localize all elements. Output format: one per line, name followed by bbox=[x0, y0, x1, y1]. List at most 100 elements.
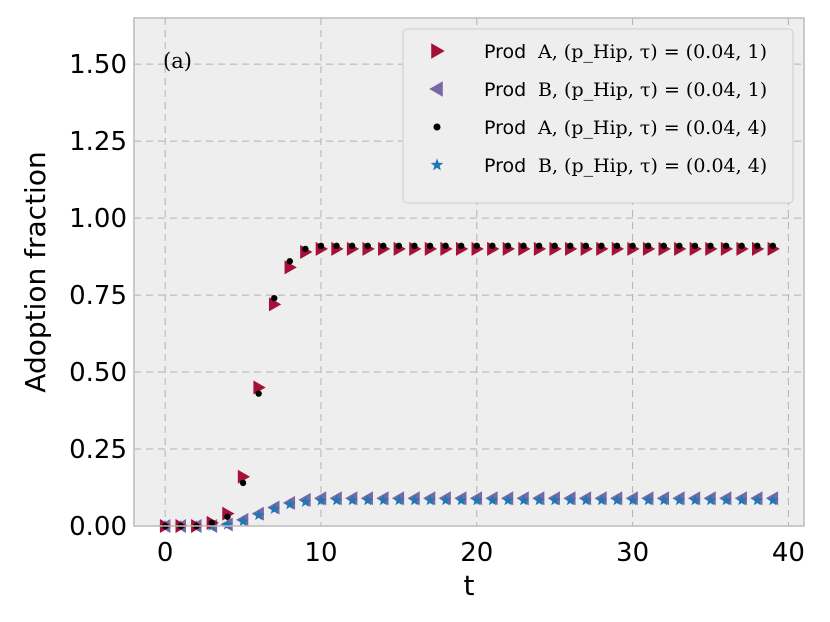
data-point bbox=[237, 469, 251, 484]
data-point bbox=[317, 242, 325, 250]
data-point bbox=[626, 494, 639, 506]
legend-label: B, (p_Hip, τ) = (0.04, 1) bbox=[538, 79, 767, 101]
legend-marker bbox=[433, 123, 441, 131]
data-points bbox=[158, 241, 780, 533]
y-tick-label: 0.00 bbox=[69, 512, 127, 542]
legend-marker bbox=[431, 43, 445, 59]
data-point bbox=[299, 495, 312, 507]
data-point bbox=[439, 494, 452, 506]
data-point bbox=[644, 242, 652, 250]
data-point bbox=[302, 245, 309, 253]
y-tick-label: 1.00 bbox=[69, 204, 127, 234]
data-point bbox=[208, 519, 216, 527]
data-point bbox=[754, 242, 761, 250]
data-point bbox=[629, 242, 636, 250]
data-point bbox=[284, 260, 297, 275]
legend-label-prefix: Prod bbox=[484, 155, 526, 177]
data-point bbox=[658, 494, 670, 506]
legend-label-prefix: Prod bbox=[484, 41, 526, 63]
data-point bbox=[393, 494, 405, 506]
series-3 bbox=[161, 242, 777, 530]
legend-label: A, (p_Hip, τ) = (0.04, 1) bbox=[537, 41, 767, 63]
x-tick-label: 30 bbox=[616, 538, 649, 568]
data-point bbox=[380, 242, 387, 250]
data-point bbox=[346, 494, 358, 506]
data-point bbox=[315, 494, 327, 506]
data-point bbox=[348, 242, 356, 250]
data-point bbox=[473, 242, 480, 250]
data-point bbox=[286, 258, 294, 265]
data-point bbox=[517, 494, 530, 506]
data-point bbox=[738, 242, 745, 250]
data-point bbox=[502, 494, 514, 506]
data-point bbox=[221, 518, 234, 530]
data-point bbox=[548, 494, 561, 506]
legend-marker bbox=[430, 158, 444, 171]
data-point bbox=[330, 494, 343, 506]
data-point bbox=[704, 494, 717, 506]
legend-box bbox=[402, 28, 794, 204]
y-tick-labels: 0.00 0.25 0.50 0.75 1.00 1.25 1.50 bbox=[69, 50, 127, 542]
data-point bbox=[224, 513, 231, 520]
data-point bbox=[253, 380, 266, 395]
data-point bbox=[595, 494, 608, 506]
data-point bbox=[411, 242, 418, 250]
legend-label-prefix: Prod bbox=[484, 79, 526, 101]
y-tick-label: 0.75 bbox=[69, 281, 127, 311]
data-point bbox=[751, 494, 763, 506]
data-point bbox=[551, 242, 558, 250]
data-point bbox=[268, 297, 282, 312]
legend-label: A, (p_Hip, τ) = (0.04, 4) bbox=[537, 117, 767, 139]
data-point bbox=[767, 494, 779, 506]
data-point bbox=[424, 494, 436, 506]
data-point bbox=[268, 503, 280, 514]
data-point bbox=[580, 494, 592, 506]
data-point bbox=[408, 494, 421, 506]
data-point bbox=[486, 494, 499, 506]
x-tick-label: 20 bbox=[460, 538, 493, 568]
y-axis-label: Adoption fraction bbox=[19, 151, 52, 392]
data-point bbox=[442, 242, 449, 250]
data-point bbox=[707, 242, 714, 250]
data-point bbox=[769, 242, 777, 250]
data-point bbox=[533, 494, 545, 506]
data-point bbox=[613, 242, 621, 250]
data-point bbox=[720, 494, 732, 506]
data-point bbox=[237, 515, 249, 527]
data-point bbox=[377, 494, 390, 506]
y-tick-label: 1.50 bbox=[69, 50, 127, 80]
legend: Prod A, (p_Hip, τ) = (0.04, 1) Prod B, (p_H… bbox=[402, 28, 794, 204]
data-point bbox=[455, 494, 467, 506]
data-point bbox=[271, 294, 278, 302]
x-tick-label: 10 bbox=[304, 538, 337, 568]
panel-annotation: (a) bbox=[163, 49, 192, 73]
data-point bbox=[642, 494, 654, 506]
data-point bbox=[567, 242, 574, 250]
y-tick-label: 0.25 bbox=[69, 435, 127, 465]
data-point bbox=[239, 479, 247, 487]
plot-frame bbox=[133, 17, 805, 527]
data-point bbox=[395, 242, 403, 250]
data-point bbox=[564, 494, 576, 506]
data-point bbox=[252, 509, 265, 521]
y-tick-label: 1.25 bbox=[69, 127, 127, 157]
data-point bbox=[471, 494, 483, 506]
data-point bbox=[362, 494, 374, 506]
data-point bbox=[735, 494, 748, 506]
data-point bbox=[598, 242, 605, 250]
x-tick-label: 40 bbox=[772, 538, 805, 568]
x-tick-labels: 0 10 20 30 40 bbox=[157, 538, 805, 568]
legend-label: B, (p_Hip, τ) = (0.04, 4) bbox=[538, 155, 767, 177]
data-point bbox=[691, 242, 699, 250]
data-point bbox=[333, 242, 340, 250]
data-point bbox=[722, 242, 730, 250]
data-point bbox=[689, 494, 701, 506]
data-point bbox=[504, 242, 512, 250]
data-point bbox=[673, 494, 686, 506]
data-point bbox=[255, 390, 262, 397]
x-axis-label: t bbox=[464, 569, 475, 602]
data-point bbox=[660, 242, 667, 250]
data-point bbox=[284, 498, 296, 510]
legend-label-prefix: Prod bbox=[484, 117, 526, 139]
